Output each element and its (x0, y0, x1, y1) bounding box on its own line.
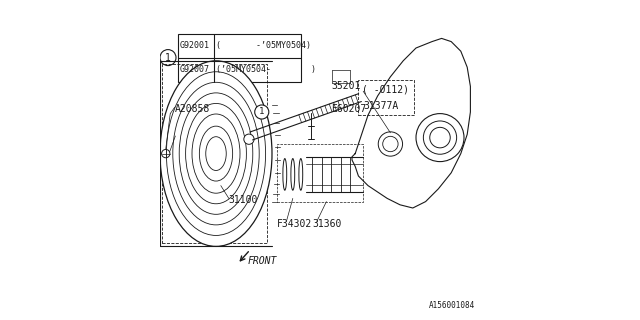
Bar (277, 144, 364, 202)
Circle shape (244, 134, 254, 144)
Circle shape (255, 105, 269, 119)
Circle shape (416, 114, 464, 162)
Text: ( -0112): ( -0112) (362, 84, 408, 95)
Ellipse shape (160, 61, 272, 246)
Text: 35201: 35201 (332, 81, 360, 92)
Bar (178, 34, 301, 82)
Text: 1: 1 (259, 108, 264, 116)
Text: (       -’05MY0504): ( -’05MY0504) (216, 41, 311, 50)
Text: (’05MY0504-        ): (’05MY0504- ) (216, 65, 316, 74)
Text: E60207: E60207 (332, 104, 367, 114)
Text: A156001084: A156001084 (429, 301, 475, 310)
Text: FRONT: FRONT (248, 256, 277, 266)
Bar (161, 64, 268, 243)
Bar (358, 80, 415, 115)
Text: 1: 1 (165, 52, 171, 63)
Text: 31377A: 31377A (364, 100, 399, 111)
Text: G92001: G92001 (179, 41, 209, 50)
Text: F34302: F34302 (277, 219, 312, 229)
Text: 31100: 31100 (229, 195, 258, 205)
Text: G92007: G92007 (179, 65, 209, 74)
Text: A20858: A20858 (174, 104, 210, 114)
Text: 31360: 31360 (312, 219, 341, 229)
